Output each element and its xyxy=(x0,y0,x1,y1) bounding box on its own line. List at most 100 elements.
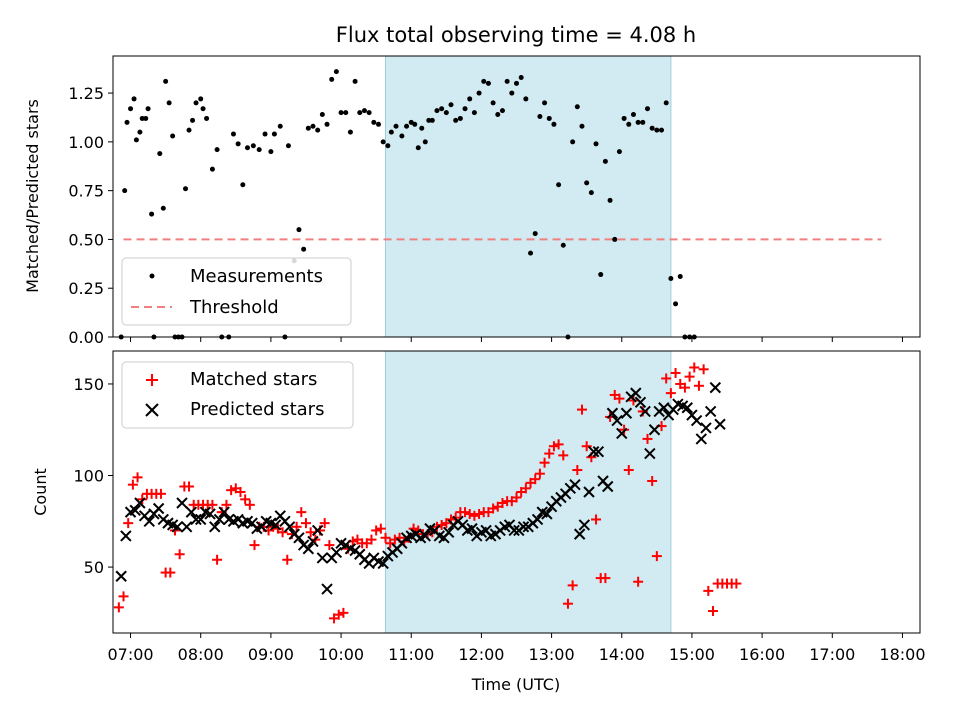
y-tick-label: 0.50 xyxy=(68,230,104,249)
measurement-point xyxy=(235,141,241,147)
predicted-stars-point xyxy=(195,513,207,526)
measurement-point xyxy=(588,190,594,196)
matched-stars-point xyxy=(118,591,129,602)
predicted-stars-point xyxy=(330,546,343,559)
matched-stars-point xyxy=(576,404,587,415)
measurement-point xyxy=(523,96,529,102)
matched-stars-point xyxy=(132,472,143,483)
predicted-stars-point xyxy=(185,506,198,518)
measurement-point xyxy=(404,123,410,129)
count-panel: 50 100 150 07:00 08:00 09:00 10:00 11:00 12:00 1… xyxy=(31,350,926,694)
measurement-point xyxy=(305,125,311,131)
measurement-point xyxy=(310,123,316,129)
measurement-point xyxy=(193,100,199,106)
matched-stars-point xyxy=(693,380,704,391)
measurement-point xyxy=(124,119,130,125)
predicted-stars-point xyxy=(176,497,188,509)
top-x-ticks xyxy=(130,337,903,342)
measurement-point xyxy=(635,119,641,125)
predicted-stars-point xyxy=(639,405,651,418)
matched-stars-point xyxy=(520,483,531,494)
measurement-point xyxy=(630,112,636,118)
x-tick-label: 14:00 xyxy=(599,645,645,664)
matched-stars-point xyxy=(488,503,499,514)
measurement-point xyxy=(495,112,501,118)
matched-stars-point xyxy=(464,508,475,519)
matched-stars-point xyxy=(282,554,293,565)
measurement-point xyxy=(426,117,432,123)
predicted-stars-point xyxy=(541,508,553,520)
measurement-point xyxy=(137,129,143,135)
measurement-point xyxy=(485,80,491,86)
measurement-point xyxy=(434,108,440,114)
measurement-point xyxy=(579,123,585,129)
x-tick-label: 11:00 xyxy=(388,645,434,664)
predicted-stars-point xyxy=(307,535,319,548)
measurement-point xyxy=(204,115,210,121)
measurement-point xyxy=(329,76,335,82)
matched-stars-point xyxy=(530,474,541,485)
predicted-stars-point xyxy=(283,521,296,533)
ratio-panel: 0.00 0.25 0.50 0.75 1.00 1.25 Matched/Predict… xyxy=(23,55,921,347)
measurement-point xyxy=(429,117,435,123)
matched-stars-point xyxy=(174,549,185,560)
predicted-stars-point xyxy=(644,447,656,460)
top-legend: Measurements Threshold xyxy=(121,257,352,326)
measurement-point xyxy=(663,100,669,106)
measurement-point xyxy=(551,121,557,127)
measurement-point xyxy=(504,78,510,84)
measurement-point xyxy=(626,121,632,127)
top-axes-frame xyxy=(112,55,921,338)
matched-stars-point xyxy=(165,567,176,578)
top-legend-box xyxy=(121,257,352,326)
matched-stars-point xyxy=(305,527,316,538)
matched-stars-point xyxy=(544,448,555,459)
matched-stars-point xyxy=(623,465,634,476)
matched-stars-point xyxy=(244,499,255,510)
matched-stars-point xyxy=(333,609,344,620)
predicted-stars-point xyxy=(578,519,591,531)
measurement-point xyxy=(532,231,538,237)
predicted-stars-point xyxy=(709,381,722,394)
measurement-point xyxy=(268,149,274,155)
measurement-point xyxy=(518,74,524,80)
y-tick-label: 150 xyxy=(73,375,104,394)
measurement-point xyxy=(190,117,196,123)
measurement-point xyxy=(476,90,482,96)
measurement-point xyxy=(570,139,576,145)
predicted-stars-point xyxy=(134,497,146,509)
matched-stars-point xyxy=(548,441,559,452)
measurement-point xyxy=(338,110,344,116)
predicted-stars-point xyxy=(152,502,165,515)
matched-stars-point xyxy=(366,534,377,545)
predicted-stars-series xyxy=(115,381,726,595)
predicted-stars-point xyxy=(611,414,623,427)
legend-measurements-marker xyxy=(149,273,155,279)
matched-stars-point xyxy=(338,607,349,618)
x-tick-label: 13:00 xyxy=(529,645,575,664)
measurement-point xyxy=(333,69,339,75)
predicted-stars-point xyxy=(606,407,619,419)
predicted-stars-point xyxy=(293,532,305,544)
measurement-point xyxy=(393,123,399,129)
matched-stars-point xyxy=(249,540,260,551)
predicted-stars-point xyxy=(592,446,605,458)
observing-window-span xyxy=(385,55,672,338)
matched-stars-point xyxy=(371,525,382,536)
measurement-point xyxy=(256,147,262,153)
measurement-point xyxy=(250,143,256,149)
predicted-stars-point xyxy=(209,521,221,533)
matched-stars-point xyxy=(562,598,573,609)
measurement-point xyxy=(598,272,604,278)
matched-stars-point xyxy=(703,585,714,596)
measurement-point xyxy=(654,127,660,133)
predicted-stars-point xyxy=(466,522,478,535)
measurement-point xyxy=(644,106,650,112)
y-tick-label: 50 xyxy=(84,558,104,577)
predicted-stars-point xyxy=(143,515,155,528)
measurement-point xyxy=(324,121,330,127)
predicted-stars-point xyxy=(218,506,230,518)
measurement-point xyxy=(149,211,155,217)
measurement-point xyxy=(673,301,679,307)
measurement-point xyxy=(616,149,622,155)
